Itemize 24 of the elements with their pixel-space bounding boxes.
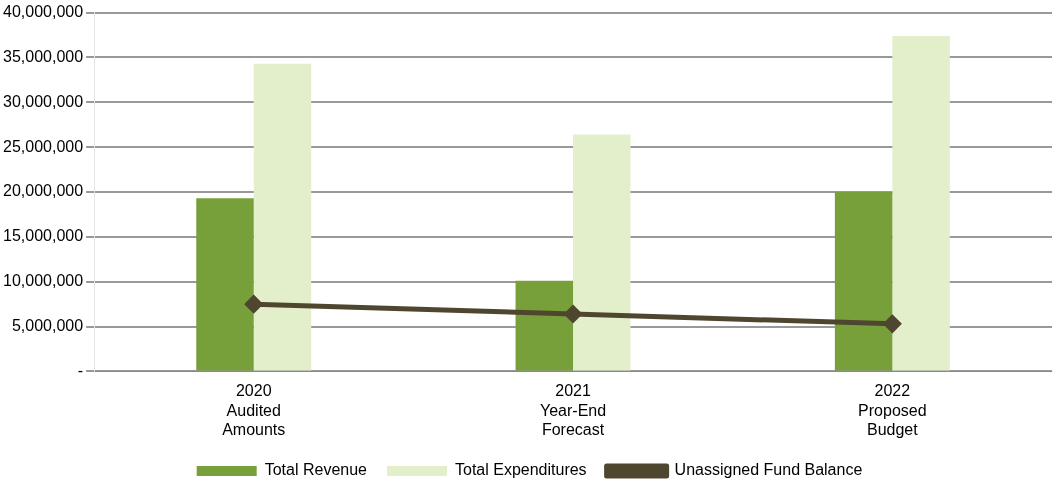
y-tick-label: 30,000,000: [3, 92, 84, 110]
bar: [892, 35, 950, 371]
y-tick-label: 20,000,000: [3, 182, 84, 200]
point: [564, 305, 582, 323]
y-tick-label: 15,000,000: [3, 227, 84, 245]
bar: [834, 192, 893, 371]
x-tick-label: 2020 Audited Amounts: [222, 382, 286, 438]
y-tick-label: 40,000,000: [3, 3, 84, 21]
y-tick-label: -: [77, 361, 84, 379]
y-tick-label: 25,000,000: [3, 137, 84, 155]
y-tick-label: 10,000,000: [3, 272, 84, 290]
y-tick-label: 35,000,000: [3, 47, 84, 65]
bar: [253, 63, 312, 371]
bar: [196, 198, 254, 371]
legend-label: Total Revenue: [264, 461, 368, 479]
point: [883, 315, 901, 333]
point: [245, 295, 263, 313]
y-tick-label: 5,000,000: [11, 316, 84, 334]
legend-label: Total Expenditures: [454, 461, 587, 479]
legend-label: Unassigned Fund Balance: [674, 461, 863, 479]
x-tick-label: 2022 Proposed Budget: [858, 382, 927, 438]
bar: [573, 134, 631, 371]
x-tick-label: 2021 Year-End Forecast: [539, 382, 607, 438]
bar: [515, 280, 574, 371]
